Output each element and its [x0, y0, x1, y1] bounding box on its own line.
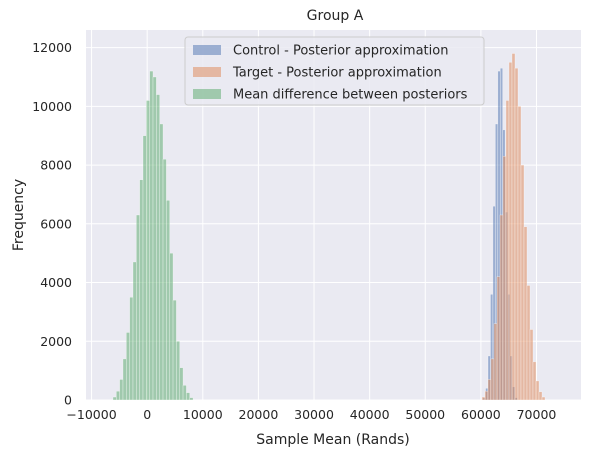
- histogram-bar: [136, 215, 139, 400]
- histogram-bar: [190, 398, 193, 400]
- histogram-bar: [120, 379, 123, 400]
- histogram-bar: [512, 53, 515, 400]
- histogram-bar: [539, 392, 542, 400]
- histogram-bar: [140, 180, 143, 400]
- histogram-bar: [126, 332, 129, 400]
- y-tick-label: 12000: [32, 40, 72, 55]
- x-tick-labels: −10000 0 10000 20000 30000 40000 50000 60000 700…: [66, 407, 556, 422]
- histogram-bar: [160, 124, 163, 400]
- histogram-bar: [494, 324, 497, 400]
- y-tick-label: 2000: [40, 334, 72, 349]
- y-tick-label: 6000: [40, 216, 72, 231]
- histogram-bar: [116, 391, 119, 400]
- histogram-bar: [143, 136, 146, 400]
- histogram-bar: [156, 95, 159, 400]
- histogram-bar: [533, 362, 536, 400]
- legend-swatch: [193, 67, 221, 77]
- x-tick-label: 10000: [183, 407, 223, 422]
- histogram-bar: [506, 100, 509, 400]
- y-tick-label: 4000: [40, 275, 72, 290]
- histogram-bar: [130, 297, 133, 400]
- histogram-bar: [485, 391, 488, 400]
- x-tick-label: 60000: [461, 407, 501, 422]
- legend-label: Mean difference between posteriors: [233, 88, 468, 103]
- x-axis-label: Sample Mean (Rands): [256, 432, 410, 448]
- histogram-bar: [503, 156, 506, 400]
- histogram-bar: [500, 215, 503, 400]
- x-tick-label: 40000: [350, 407, 390, 422]
- histogram-bar: [186, 393, 189, 400]
- y-tick-label: 0: [64, 393, 72, 408]
- chart-title: Group A: [307, 8, 364, 24]
- legend-label: Control - Posterior approximation: [233, 44, 448, 59]
- histogram-bar: [173, 300, 176, 400]
- histogram-bar: [176, 341, 179, 400]
- histogram-bar: [150, 71, 153, 400]
- histogram-bar: [509, 62, 512, 400]
- histogram-bar: [153, 77, 156, 400]
- histogram-bar: [170, 253, 173, 400]
- histogram-bar: [524, 227, 527, 400]
- histogram-bar: [166, 200, 169, 400]
- histogram-bar: [536, 381, 539, 400]
- histogram-bar: [491, 359, 494, 400]
- legend-label: Target - Posterior approximation: [232, 66, 442, 81]
- histogram-bar: [163, 159, 166, 400]
- histogram-bar: [488, 379, 491, 400]
- y-tick-label: 8000: [40, 158, 72, 173]
- histogram-bar: [133, 262, 136, 400]
- histogram-bar: [482, 397, 485, 400]
- legend-swatch: [193, 45, 221, 55]
- x-tick-label: 30000: [294, 407, 334, 422]
- y-axis-label: Frequency: [11, 179, 27, 251]
- histogram-bar: [180, 368, 183, 400]
- histogram-bar: [521, 165, 524, 400]
- histogram-bar: [530, 330, 533, 400]
- x-tick-label: 50000: [405, 407, 445, 422]
- histogram-bar: [518, 106, 521, 400]
- histogram-bar: [123, 359, 126, 400]
- histogram-bar: [515, 68, 518, 400]
- y-tick-labels: 0 2000 4000 6000 8000 10000 12000: [32, 40, 72, 407]
- y-tick-label: 10000: [32, 99, 72, 114]
- x-tick-label: −10000: [66, 407, 116, 422]
- histogram-bar: [542, 397, 545, 400]
- histogram-bar: [146, 100, 149, 400]
- legend-swatch: [193, 89, 221, 99]
- x-tick-label: 0: [143, 407, 151, 422]
- x-tick-label: 20000: [239, 407, 279, 422]
- legend: Control - Posterior approximation Target …: [185, 37, 484, 105]
- x-tick-label: 70000: [517, 407, 557, 422]
- histogram-bar: [527, 285, 530, 400]
- histogram-bar: [183, 385, 186, 400]
- histogram-bar: [113, 397, 116, 400]
- histogram-bar: [497, 277, 500, 400]
